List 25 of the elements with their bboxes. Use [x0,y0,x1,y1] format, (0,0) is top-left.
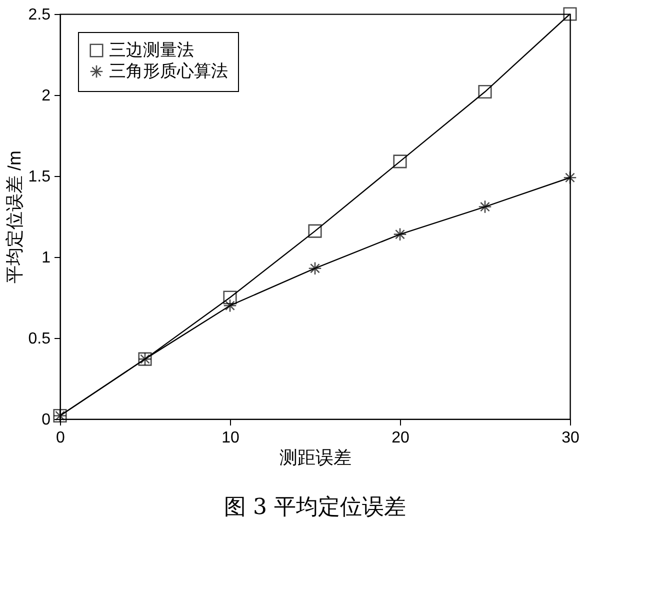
point [478,200,492,214]
y-axis-title: 平均定位误差 /m [4,150,24,284]
point [223,290,237,304]
x-tick-label: 0 [56,430,66,446]
y-tick-label: 0.5 [28,330,51,348]
x-tick-label: 20 [392,430,410,446]
point [308,262,322,276]
point [478,84,492,99]
point [308,224,322,238]
x-tick-label: 10 [222,430,240,446]
point [563,7,577,21]
point [223,298,237,312]
text: 图 3 平均定位误差 [224,495,406,520]
y-tick-label: 2.5 [28,6,51,24]
legend-label: 三边测量法 [109,40,194,60]
point [393,228,407,242]
point [393,154,407,168]
x-axis-title: 测距误差 [280,448,352,468]
y-tick-label: 1 [42,250,51,266]
y-tick-label: 2 [42,88,51,104]
point [563,170,577,184]
y-tick-label: 0 [42,412,51,428]
y-tick-label: 1.5 [28,168,51,186]
x-tick-label: 30 [562,430,580,446]
legend-label: 三角形质心算法 [109,62,228,80]
